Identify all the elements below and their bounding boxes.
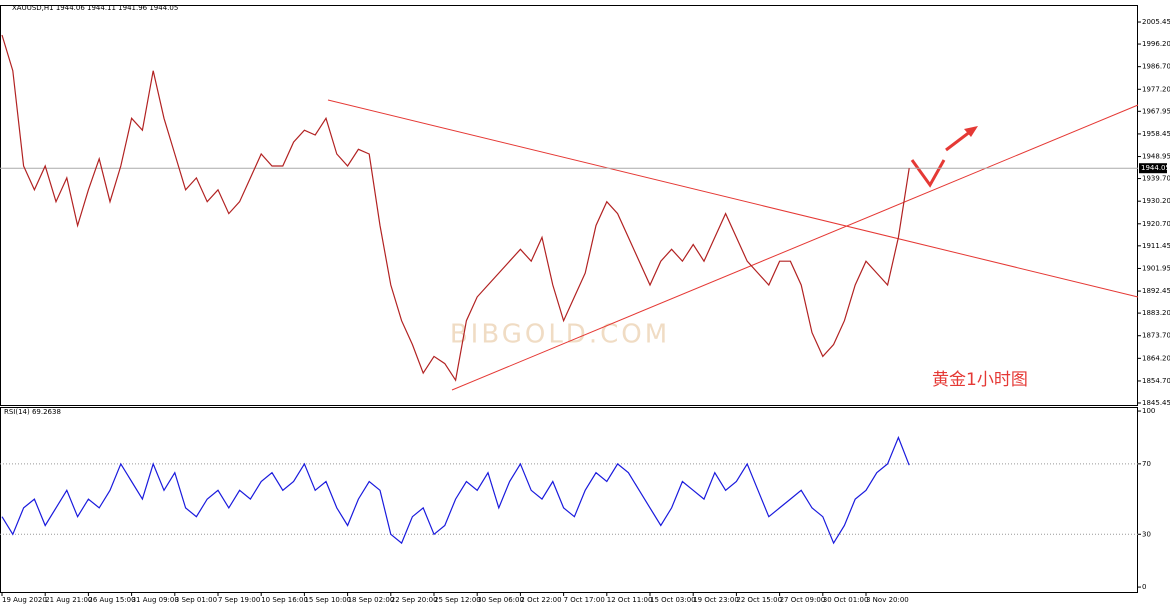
y-tick-label: 30 bbox=[1142, 530, 1151, 538]
x-tick-label: 15 Oct 03:00 bbox=[650, 596, 696, 604]
y-tick-label: 2005.45 bbox=[1142, 18, 1170, 26]
last-price-label: 1944.05 bbox=[1141, 164, 1170, 172]
y-tick-label: 1892.45 bbox=[1142, 287, 1170, 295]
y-tick-label: 0 bbox=[1142, 583, 1146, 591]
x-tick-label: 25 Sep 12:00 bbox=[434, 596, 481, 604]
y-tick-label: 1911.45 bbox=[1142, 242, 1170, 250]
x-tick-label: 7 Sep 19:00 bbox=[218, 596, 260, 604]
y-tick-label: 1854.70 bbox=[1142, 377, 1170, 385]
arrow-head bbox=[964, 126, 978, 137]
y-tick-label: 1986.70 bbox=[1142, 63, 1170, 71]
x-tick-label: 27 Oct 09:00 bbox=[780, 596, 826, 604]
y-tick-label: 100 bbox=[1142, 407, 1155, 415]
arrow bbox=[910, 159, 946, 188]
y-tick-label: 1996.20 bbox=[1142, 40, 1170, 48]
x-tick-label: 31 Aug 09:00 bbox=[132, 596, 179, 604]
y-tick-label: 1948.95 bbox=[1142, 153, 1170, 161]
last-price-box bbox=[1139, 163, 1167, 174]
y-tick-label: 70 bbox=[1142, 460, 1151, 468]
rsi-title: RSI(14) 69.2638 bbox=[4, 408, 61, 416]
price-line bbox=[1, 34, 910, 382]
x-tick-label: 3 Nov 20:00 bbox=[866, 596, 909, 604]
chart-title: XAUUSD,H1 1944.06 1944.11 1941.96 1944.0… bbox=[12, 4, 178, 12]
y-tick-label: 1958.45 bbox=[1142, 130, 1170, 138]
y-tick-label: 1901.95 bbox=[1142, 264, 1170, 272]
x-tick-label: 19 Aug 2020 bbox=[2, 596, 47, 604]
x-tick-label: 22 Sep 20:00 bbox=[391, 596, 438, 604]
x-tick-label: 19 Oct 23:00 bbox=[693, 596, 739, 604]
x-tick-label: 15 Sep 10:00 bbox=[304, 596, 351, 604]
y-tick-label: 1873.70 bbox=[1142, 332, 1170, 340]
x-tick-label: 2 Oct 22:00 bbox=[520, 596, 561, 604]
y-tick-label: 1930.20 bbox=[1142, 197, 1170, 205]
x-tick-label: 22 Oct 15:00 bbox=[736, 596, 782, 604]
y-tick-label: 1864.20 bbox=[1142, 354, 1170, 362]
x-tick-label: 30 Sep 06:00 bbox=[477, 596, 524, 604]
y-tick-label: 1977.20 bbox=[1142, 85, 1170, 93]
x-tick-label: 7 Oct 17:00 bbox=[564, 596, 605, 604]
x-tick-label: 21 Aug 21:00 bbox=[45, 596, 92, 604]
y-tick-label: 1845.45 bbox=[1142, 399, 1170, 407]
x-tick-label: 3 Sep 01:00 bbox=[175, 596, 217, 604]
trend-line bbox=[327, 99, 1139, 298]
x-tick-label: 12 Oct 11:00 bbox=[607, 596, 653, 604]
price-line bbox=[1, 435, 910, 545]
annotation: 黄金1小时图 bbox=[932, 370, 1028, 390]
x-tick-label: 30 Oct 01:00 bbox=[823, 596, 869, 604]
price-panel bbox=[0, 5, 1138, 406]
x-tick-label: 26 Aug 15:00 bbox=[88, 596, 135, 604]
x-tick-label: 18 Sep 02:00 bbox=[348, 596, 395, 604]
y-tick-label: 1883.20 bbox=[1142, 309, 1170, 317]
rsi-panel bbox=[0, 407, 1138, 593]
x-tick-label: 10 Sep 16:00 bbox=[261, 596, 308, 604]
y-tick-label: 1967.95 bbox=[1142, 107, 1170, 115]
y-tick-label: 1920.70 bbox=[1142, 220, 1170, 228]
watermark: BIBGOLD.COM bbox=[450, 320, 670, 350]
trend-line bbox=[451, 104, 1139, 391]
y-tick-label: 1939.70 bbox=[1142, 175, 1170, 183]
